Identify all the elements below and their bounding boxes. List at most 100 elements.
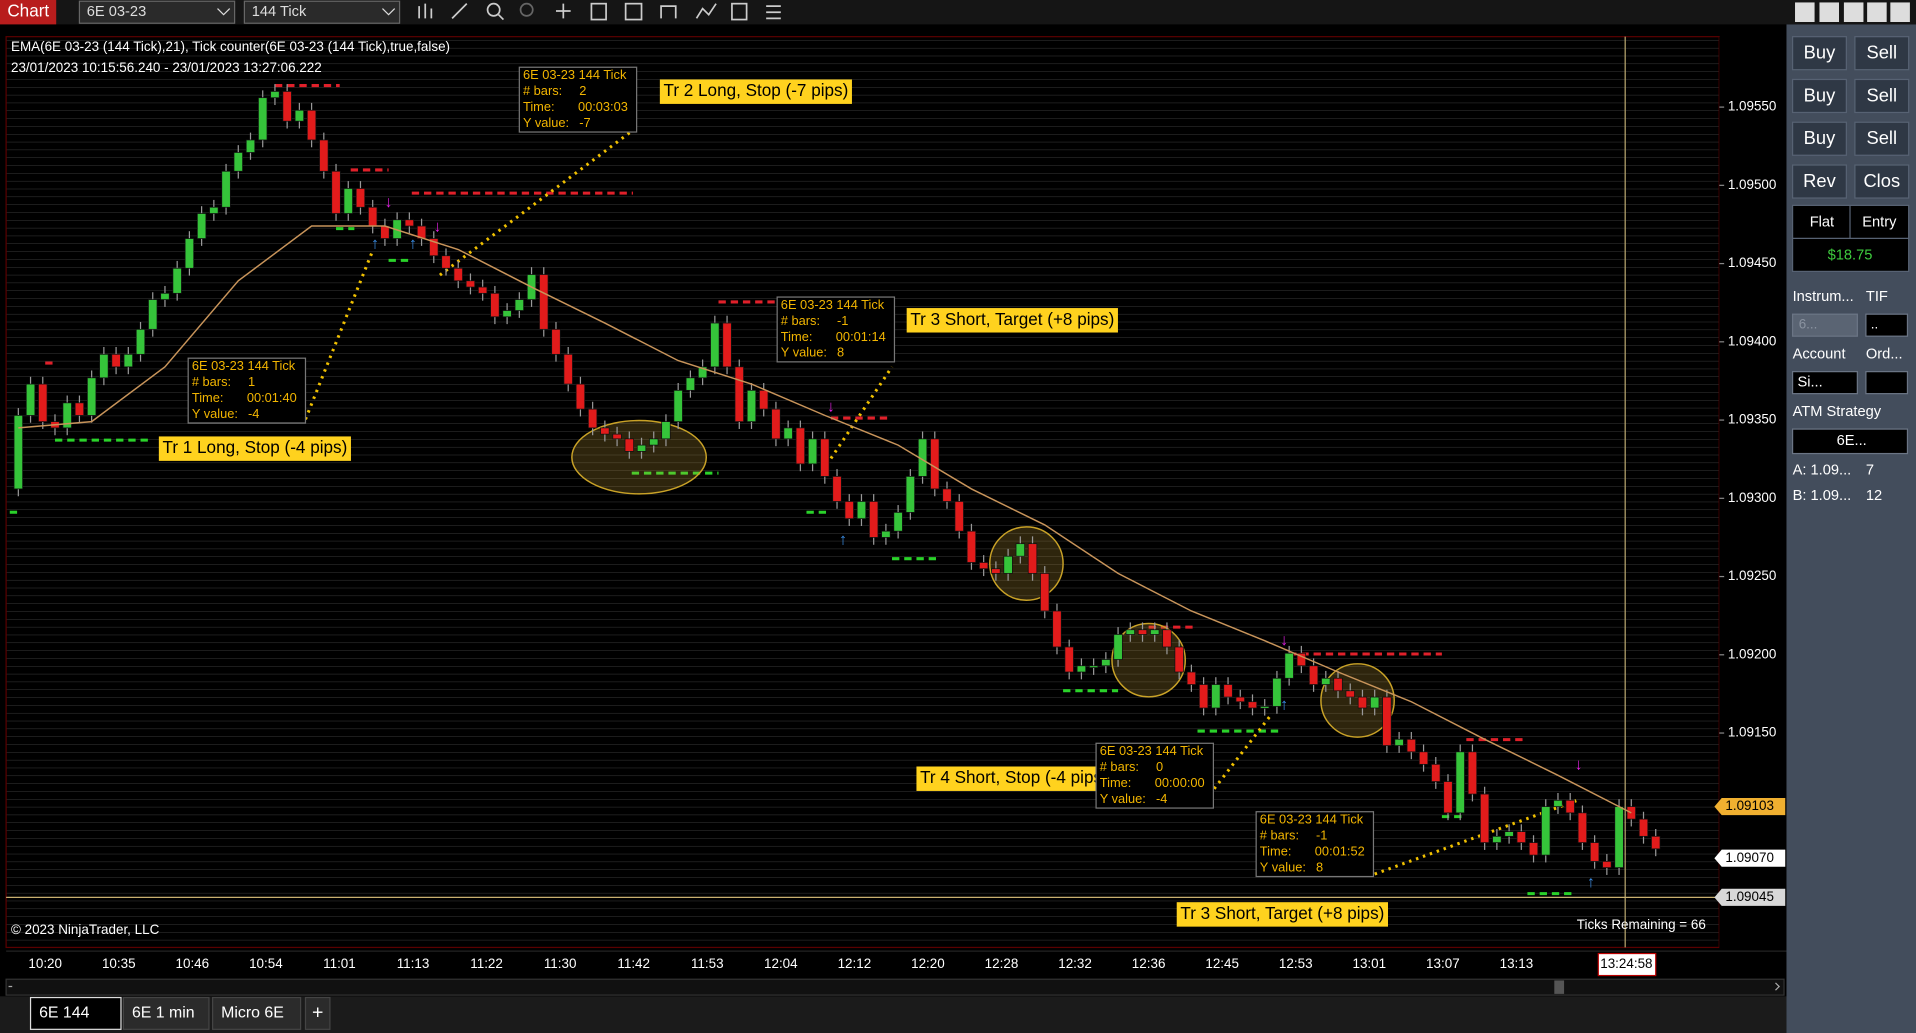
order-button[interactable]	[1791, 164, 1847, 199]
order-button-label[interactable]: Buy	[1804, 42, 1836, 63]
candle	[478, 286, 488, 294]
order-button[interactable]	[1791, 78, 1847, 114]
annotations: Tr 1 Long, Stop (-4 pips) Tr 2 Long, Stop…	[158, 66, 1388, 927]
tab-label[interactable]: 6E 1 min	[132, 1005, 195, 1022]
svg-text:↑: ↑	[409, 236, 417, 253]
tif-select[interactable]	[1865, 313, 1909, 337]
scroll-thumb[interactable]	[1554, 980, 1565, 994]
order-button[interactable]	[1854, 78, 1910, 114]
candle	[1174, 646, 1184, 673]
candle	[539, 274, 549, 330]
entry-label: Entry	[1862, 214, 1897, 230]
candle	[832, 476, 842, 502]
tif-select-text[interactable]: ..	[1871, 317, 1878, 332]
candle	[844, 501, 854, 520]
candle	[123, 353, 133, 368]
time-label: 10:35	[102, 956, 136, 971]
order-button-label[interactable]: Sell	[1867, 127, 1898, 148]
candle	[881, 530, 891, 538]
order-select[interactable]	[1865, 371, 1909, 395]
candle	[1528, 842, 1539, 856]
info-box	[1255, 811, 1375, 878]
candle	[331, 170, 341, 214]
tab[interactable]	[122, 996, 210, 1030]
info-box-label: Time:	[1100, 775, 1132, 790]
order-button-label[interactable]: Rev	[1803, 170, 1836, 191]
tab-label[interactable]: Micro 6E	[221, 1005, 284, 1022]
tab-label[interactable]: 6E 144	[39, 1005, 89, 1022]
account-select[interactable]	[1791, 371, 1858, 395]
candle	[368, 206, 378, 227]
price-marker-label: 1.09103	[1725, 798, 1774, 813]
atm-select-text[interactable]: 6E...	[1837, 433, 1867, 449]
candle	[1272, 677, 1282, 707]
svg-text:↓: ↓	[385, 194, 393, 211]
order-button[interactable]	[1854, 121, 1910, 156]
candle	[1626, 806, 1636, 820]
candle	[1638, 818, 1649, 837]
tab-label[interactable]: +	[312, 1002, 323, 1024]
atm-select[interactable]	[1791, 428, 1909, 455]
candle	[1357, 696, 1368, 709]
window-controls[interactable]	[1795, 2, 1910, 23]
tab[interactable]	[212, 996, 302, 1030]
order-button-label[interactable]: Buy	[1804, 84, 1836, 105]
tab[interactable]	[29, 996, 122, 1030]
candle	[893, 512, 903, 532]
order-button[interactable]	[1854, 36, 1910, 71]
candle	[807, 438, 818, 465]
info-box-value: -4	[1156, 791, 1167, 806]
candle	[795, 427, 806, 465]
order-button-label[interactable]: Clos	[1863, 170, 1900, 191]
position-label: Flat	[1810, 214, 1834, 230]
candle	[942, 488, 952, 502]
time-label: 13:01	[1352, 956, 1386, 971]
candle	[99, 353, 109, 379]
candle	[1125, 629, 1135, 635]
time-label: 12:32	[1058, 956, 1092, 971]
ema-line	[18, 225, 1632, 814]
candle	[820, 438, 830, 477]
candle	[416, 225, 427, 239]
instrument-select[interactable]	[1791, 313, 1858, 337]
info-box-value: -1	[837, 313, 848, 328]
toolbar-icons[interactable]	[418, 2, 781, 21]
info-box-value: 1	[248, 374, 255, 389]
order-button-label[interactable]: Sell	[1867, 84, 1898, 105]
candle	[87, 377, 97, 416]
scroll-arrows[interactable]	[8, 982, 1781, 991]
price-tick-label: 1.09400	[1728, 333, 1777, 348]
info-box-label: Time:	[192, 390, 224, 405]
order-button[interactable]	[1854, 164, 1910, 199]
order-button[interactable]	[1791, 36, 1847, 71]
candle	[465, 280, 476, 288]
candle	[111, 353, 121, 368]
info-box-value: -1	[1316, 828, 1327, 843]
instrument-select[interactable]	[78, 0, 236, 24]
order-button-label[interactable]: Buy	[1804, 127, 1836, 148]
time-label: 12:45	[1205, 956, 1239, 971]
info-box-value: 8	[837, 345, 844, 360]
account-select-text[interactable]: Si...	[1797, 375, 1822, 391]
scrollbar[interactable]	[5, 978, 1785, 996]
order-button-label[interactable]: Sell	[1867, 42, 1898, 63]
time-label: 11:01	[323, 956, 356, 971]
tab[interactable]	[304, 996, 331, 1030]
candle	[1443, 781, 1453, 814]
svg-text:↓: ↓	[433, 219, 441, 236]
candle	[270, 91, 280, 99]
order-button[interactable]	[1791, 121, 1847, 156]
instrument-select-text[interactable]: 6...	[1799, 317, 1818, 332]
order-panel-content: Buy Sell Buy Sell Buy Sell Rev Clos Flat Entry $18…	[1791, 36, 1910, 504]
candle	[649, 438, 659, 446]
candle	[600, 427, 610, 435]
candle	[306, 109, 317, 141]
price-marker	[1714, 888, 1786, 906]
interval-select[interactable]	[243, 0, 401, 24]
candle	[1333, 677, 1343, 692]
candle	[1296, 652, 1307, 667]
candle	[1235, 696, 1245, 703]
svg-text:↓: ↓	[1280, 632, 1288, 649]
ticks-remaining: Ticks Remaining = 66	[1577, 917, 1706, 932]
panel-label: Instrum...	[1793, 289, 1854, 305]
